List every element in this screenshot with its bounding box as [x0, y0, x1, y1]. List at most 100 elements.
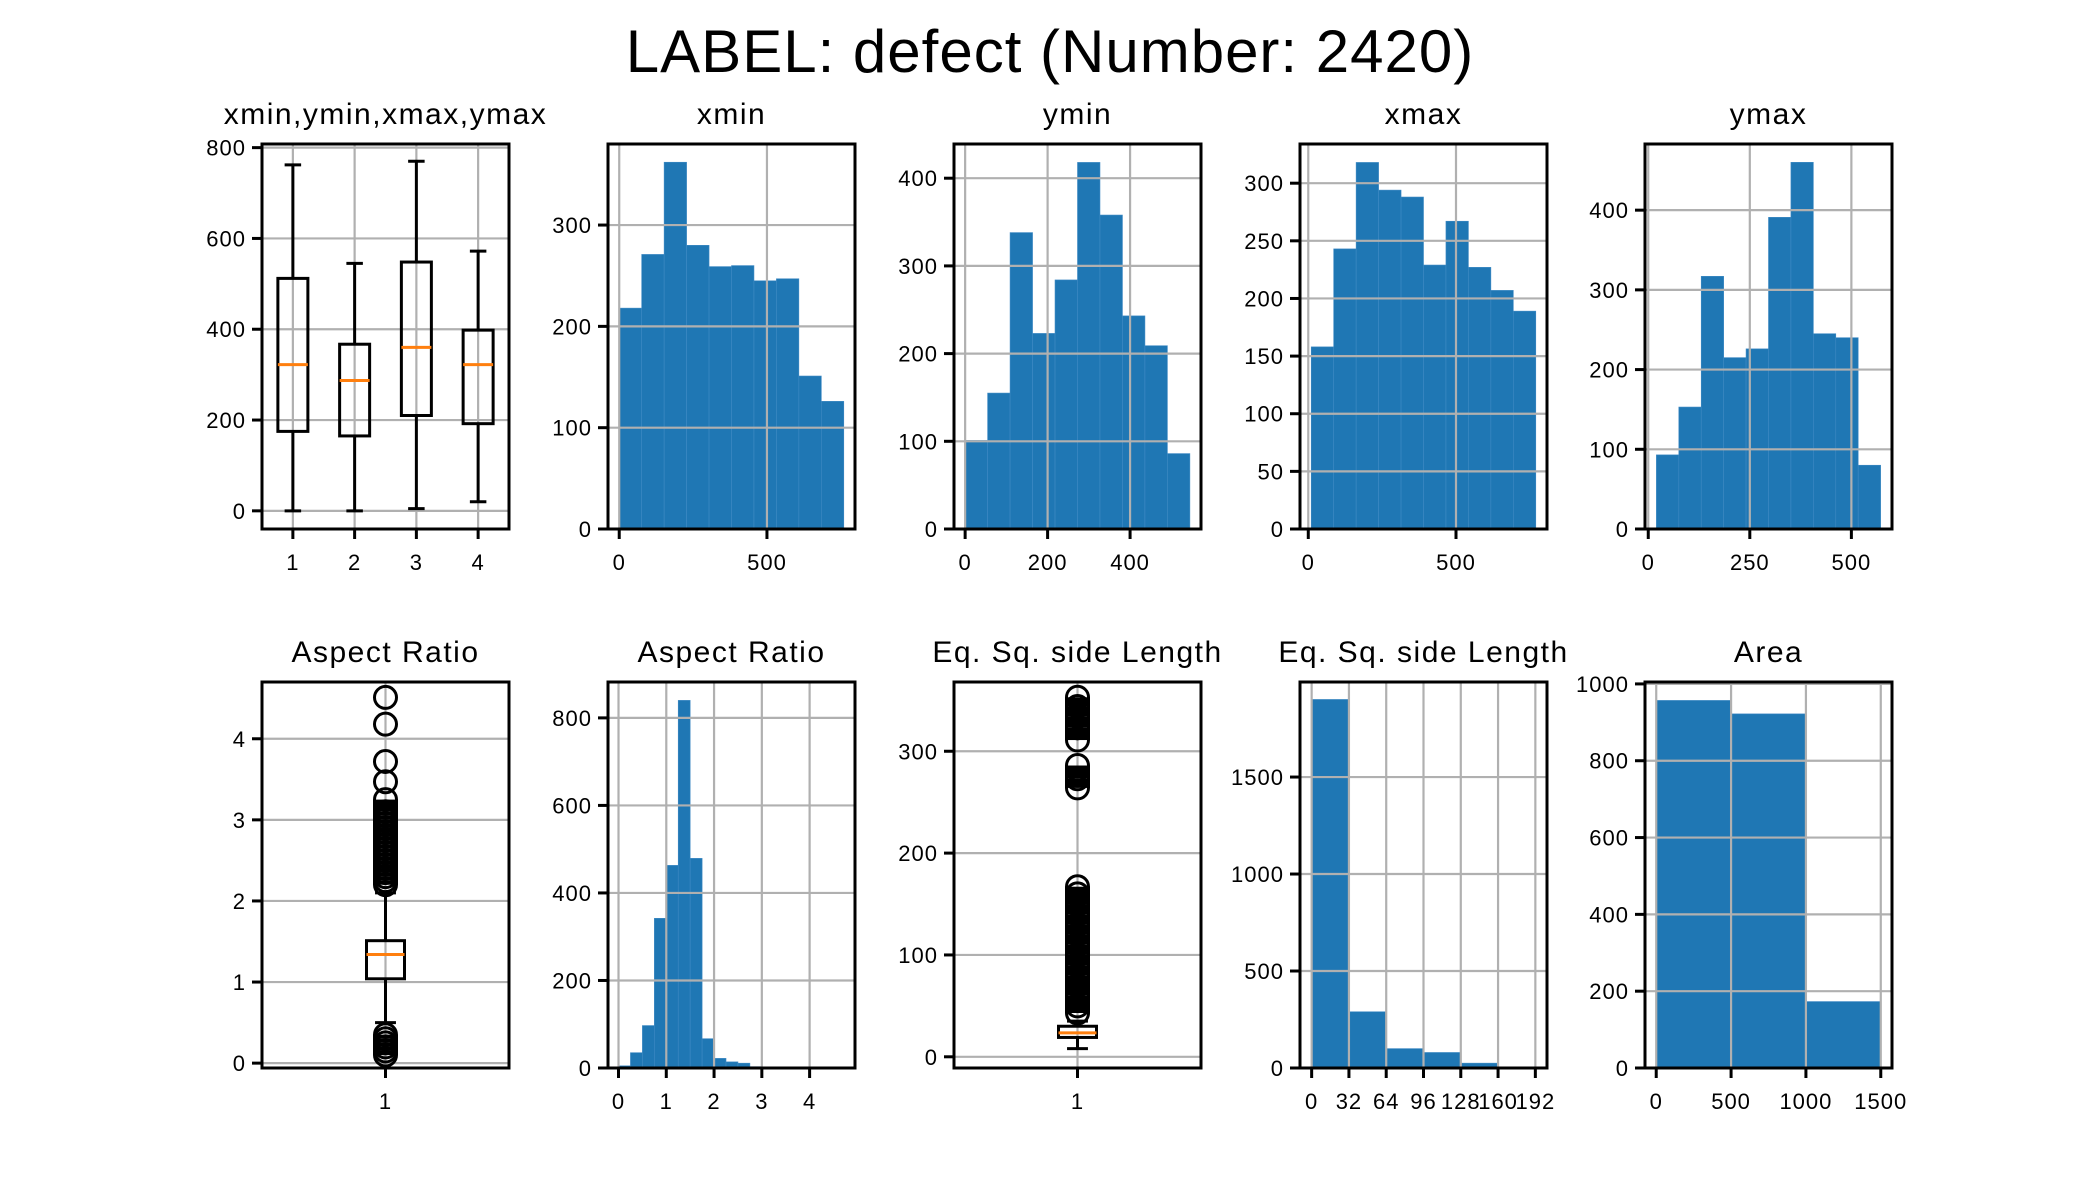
- box-outlier-band: [373, 840, 398, 845]
- y-tick-label: 100: [898, 429, 938, 454]
- box-outlier-band: [373, 856, 398, 861]
- y-tick-label: 800: [552, 706, 592, 731]
- box-iqr: [461, 328, 495, 426]
- box-outlier-band: [373, 823, 398, 828]
- y-tick-label: 800: [1589, 749, 1629, 774]
- box-outlier-band: [1065, 727, 1090, 741]
- x-tick-label: 4: [803, 1089, 816, 1114]
- x-tick-label: 0: [959, 550, 972, 575]
- histogram-bar: [987, 392, 1011, 529]
- plot-area: [262, 682, 509, 1068]
- x-tick-label: 32: [1336, 1089, 1362, 1114]
- y-tick-label: 200: [552, 968, 592, 993]
- histogram-bar: [686, 245, 710, 529]
- axes-frame: [606, 680, 857, 1070]
- box-outlier-band: [373, 872, 398, 877]
- histogram-bar: [641, 254, 665, 529]
- subplot-2: xmin 0 100 200 300 0 500: [552, 98, 857, 575]
- box-outlier-band: [373, 844, 398, 849]
- subplot-4: xmax 0 50 100 150 200 250 300 0 500: [1244, 98, 1549, 575]
- histogram-bar: [1768, 217, 1792, 529]
- y-tick-label: 100: [898, 943, 938, 968]
- x-tick-label: 1: [660, 1089, 673, 1114]
- y-tick-label: 200: [206, 408, 246, 433]
- y-tick-label: 500: [1244, 959, 1284, 984]
- histogram-bar: [821, 401, 845, 529]
- histogram-bar: [708, 266, 732, 529]
- histogram-bar: [1835, 337, 1859, 529]
- y-tick-label: 1500: [1231, 765, 1284, 790]
- histogram-bar: [1310, 346, 1334, 529]
- x-tick-label: 0: [613, 550, 626, 575]
- y-tick-label: 300: [1589, 278, 1629, 303]
- plot-area: [954, 144, 1201, 529]
- y-tick-label: 0: [1271, 517, 1284, 542]
- histogram-bar: [1700, 276, 1724, 529]
- box-outlier-band: [1065, 697, 1090, 707]
- plot-area: [608, 144, 855, 529]
- y-tick-label: 1000: [1576, 672, 1629, 697]
- y-tick-label: 200: [898, 342, 938, 367]
- y-tick-label: 150: [1244, 344, 1284, 369]
- x-tick-label: 0: [1650, 1089, 1663, 1114]
- y-tick-label: 300: [898, 254, 938, 279]
- plot-area: [1300, 682, 1547, 1068]
- y-tick-label: 300: [898, 739, 938, 764]
- box-outlier-band: [373, 1038, 398, 1043]
- y-tick-label: 2: [233, 889, 246, 914]
- box-outlier-band: [1065, 934, 1090, 945]
- box-iqr: [338, 342, 372, 438]
- axes-frame: [1643, 142, 1894, 531]
- histogram-bar: [964, 440, 988, 529]
- box-outlier-band: [1065, 924, 1090, 935]
- y-tick-label: 0: [579, 517, 592, 542]
- box-outlier-band: [373, 836, 398, 841]
- box-outlier-band: [373, 799, 398, 812]
- y-tick-label: 0: [1616, 517, 1629, 542]
- figure-suptitle: LABEL: defect (Number: 2420): [626, 18, 1474, 85]
- subplot-title: Eq. Sq. side Length: [932, 636, 1222, 669]
- box-outlier-band: [373, 848, 398, 853]
- subplot-6: Aspect Ratio 0 1 2 3 4 1: [233, 636, 511, 1114]
- box-outlier: [373, 748, 398, 774]
- x-tick-label: 1500: [1854, 1089, 1907, 1114]
- plot-area: [954, 682, 1201, 1068]
- histogram-bar: [1805, 1001, 1882, 1068]
- y-tick-label: 400: [898, 166, 938, 191]
- x-tick-label: 64: [1373, 1089, 1399, 1114]
- histogram-bar: [1730, 713, 1807, 1068]
- axes-frame: [260, 142, 511, 531]
- y-tick-label: 600: [1589, 826, 1629, 851]
- histogram-bar: [1655, 700, 1732, 1068]
- axes-frame: [1643, 680, 1894, 1070]
- histogram-bar: [1385, 1048, 1424, 1068]
- histogram-bar: [1009, 232, 1033, 529]
- box-outlier-band: [373, 852, 398, 857]
- subplot-title: ymin: [1043, 98, 1112, 131]
- box-outlier-band: [373, 1034, 398, 1039]
- histogram-bar: [1122, 315, 1146, 529]
- x-tick-label: 1: [286, 550, 299, 575]
- x-tick-label: 250: [1730, 550, 1770, 575]
- x-tick-label: 0: [612, 1089, 625, 1114]
- y-tick-label: 0: [233, 499, 246, 524]
- box-outlier: [373, 711, 398, 737]
- histogram-bar: [1355, 162, 1379, 529]
- box-outlier-band: [1065, 995, 1090, 1006]
- y-tick-label: 200: [1244, 286, 1284, 311]
- box-outlier-band: [1065, 965, 1090, 976]
- y-tick-label: 400: [1589, 902, 1629, 927]
- x-tick-label: 96: [1410, 1089, 1436, 1114]
- subplot-3: ymin 0 100 200 300 400 0 200 400: [898, 98, 1203, 575]
- box-outlier-band: [1065, 954, 1090, 966]
- y-tick-label: 0: [1616, 1056, 1629, 1081]
- x-tick-label: 160: [1478, 1089, 1518, 1114]
- histogram-bar: [642, 1025, 655, 1068]
- box-outlier-band: [373, 815, 398, 820]
- histogram-bar: [1348, 1011, 1387, 1068]
- y-tick-label: 200: [552, 314, 592, 339]
- subplot-title: ymax: [1730, 98, 1808, 131]
- plot-area: [1645, 682, 1892, 1068]
- x-tick-label: 500: [1436, 550, 1476, 575]
